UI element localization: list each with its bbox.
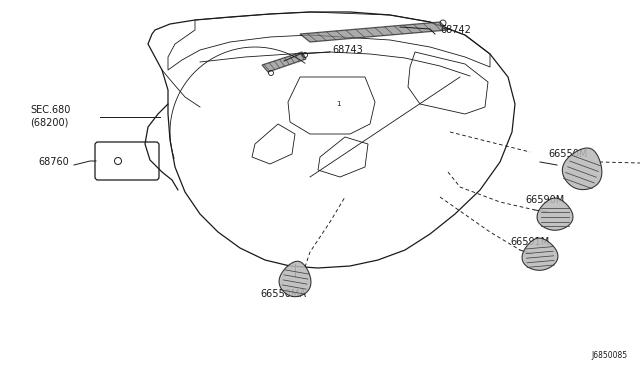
Text: J6850085: J6850085 (592, 351, 628, 360)
Polygon shape (279, 261, 311, 296)
Polygon shape (262, 52, 306, 72)
Text: 66550MA: 66550MA (260, 289, 306, 299)
Text: 68742: 68742 (440, 25, 471, 35)
Polygon shape (522, 238, 558, 270)
Text: 66591M: 66591M (510, 237, 549, 247)
Text: 66550M: 66550M (548, 149, 588, 159)
Text: 1: 1 (336, 101, 340, 107)
Polygon shape (300, 22, 448, 42)
Text: 68743: 68743 (332, 45, 363, 55)
Text: 66590M: 66590M (525, 195, 564, 205)
Text: 68760: 68760 (38, 157, 68, 167)
Text: (68200): (68200) (30, 117, 68, 127)
Polygon shape (563, 148, 602, 190)
Polygon shape (537, 198, 573, 230)
Text: SEC.680: SEC.680 (30, 105, 70, 115)
